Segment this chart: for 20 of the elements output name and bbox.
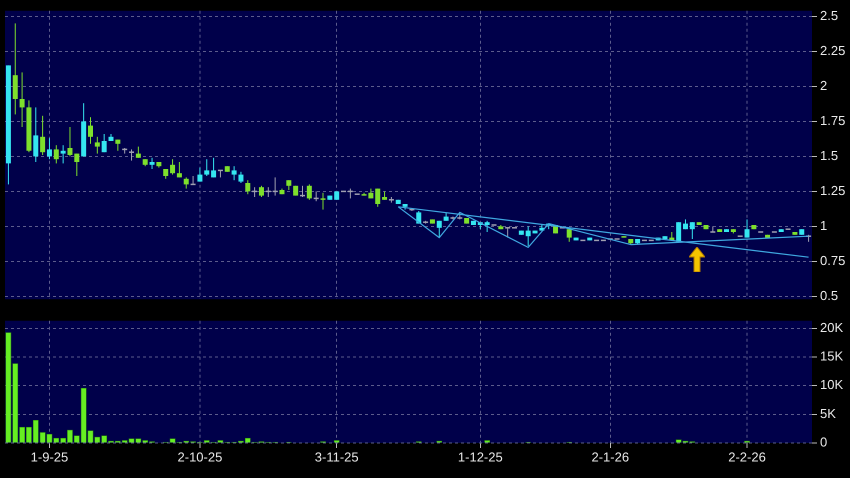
y-tick-label: 10K [820,377,844,392]
x-tick-label: 1-9-25 [30,449,68,464]
y-tick-label: 2.25 [820,42,846,58]
y-tick-label: 2 [820,78,828,93]
x-tick-label: 1-12-25 [458,449,503,464]
x-tick-label: 2-10-25 [178,449,222,464]
y-tick-label: 0.5 [820,288,838,303]
y-tick-label: 20K [820,320,844,335]
y-tick-label: 15K [820,348,844,364]
x-tick-label: 3-11-25 [314,449,359,464]
y-tick-label: 5K [820,406,836,421]
y-tick-label: 1.75 [820,112,846,128]
y-tick-label: 0.75 [820,252,846,268]
x-tick-label: 2-2-26 [728,449,766,464]
y-tick-label: 2.5 [820,8,838,23]
y-tick-label: 0 [820,434,828,450]
y-tick-label: 1 [820,218,828,233]
y-tick-label: 1.25 [820,182,846,198]
y-tick-label: 1.5 [820,148,838,163]
x-tick-label: 2-1-26 [591,449,630,464]
